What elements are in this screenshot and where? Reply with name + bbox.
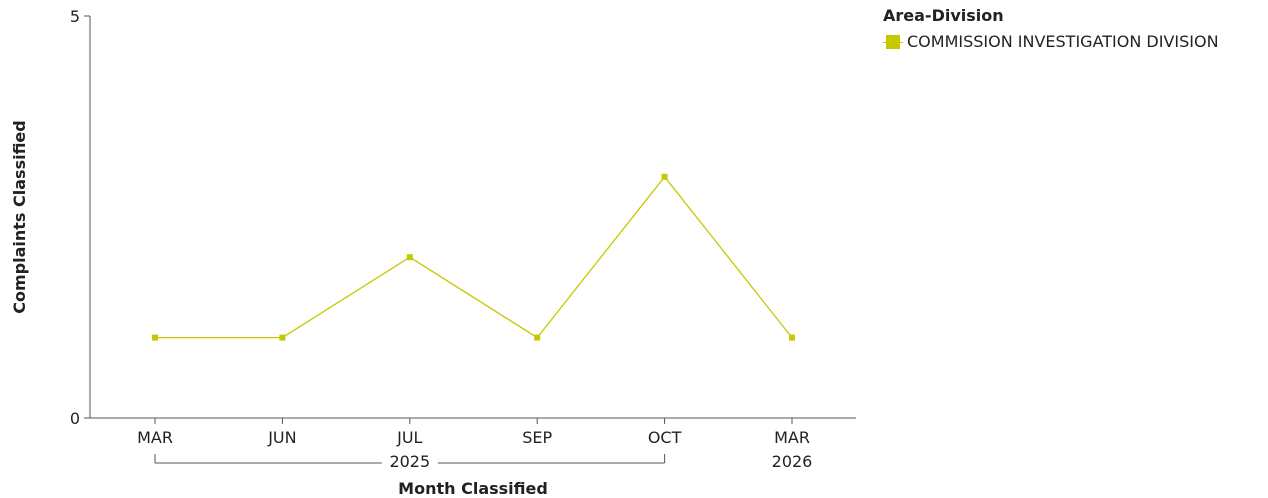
year-group-label: 2026 [772,452,813,471]
legend-title: Area-Division [883,6,1004,25]
x-tick-label: MAR [774,428,810,447]
x-tick-label: SEP [522,428,552,447]
data-point [661,173,668,180]
data-point [279,334,286,341]
data-point [406,254,413,261]
legend-item[interactable]: COMMISSION INVESTIGATION DIVISION [883,32,1219,51]
data-point [534,334,541,341]
legend-item-label: COMMISSION INVESTIGATION DIVISION [907,32,1219,51]
series-layer [152,173,795,341]
y-axis-title: Complaints Classified [10,120,29,313]
legend: Area-Division COMMISSION INVESTIGATION D… [883,6,1219,51]
data-point [789,334,795,341]
x-tick-label: OCT [648,428,682,447]
x-tick-label: MAR [137,428,173,447]
y-tick-label: 0 [70,409,80,428]
year-group-label: 2025 [389,452,430,471]
x-axis: MAR JUN JUL SEP OCT MAR 2025 2026 [90,417,856,471]
legend-swatch-icon [883,34,903,49]
data-point [152,334,158,341]
x-axis-title: Month Classified [398,479,548,498]
y-axis: 05 [70,7,91,428]
series-line [155,175,793,339]
y-tick-label: 5 [70,7,80,26]
x-tick-label: JUL [396,428,422,447]
x-tick-label: JUN [267,428,296,447]
